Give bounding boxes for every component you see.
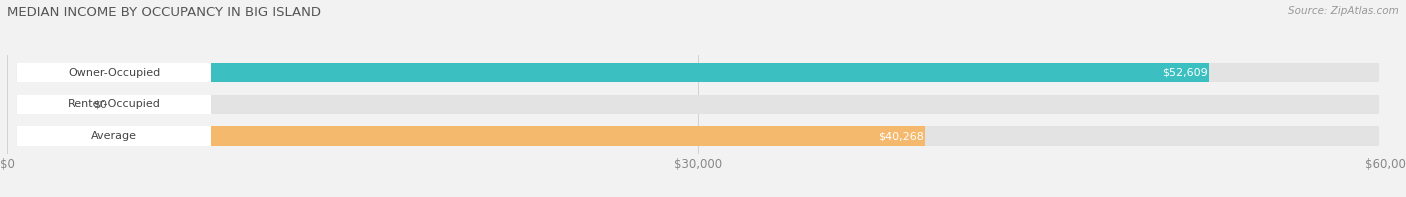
Text: $0: $0 bbox=[93, 99, 107, 109]
Text: Renter-Occupied: Renter-Occupied bbox=[67, 99, 160, 109]
Bar bbox=[17, 95, 1379, 114]
Bar bbox=[17, 126, 1379, 146]
Bar bbox=[17, 95, 211, 114]
Text: MEDIAN INCOME BY OCCUPANCY IN BIG ISLAND: MEDIAN INCOME BY OCCUPANCY IN BIG ISLAND bbox=[7, 6, 321, 19]
Bar bbox=[17, 126, 211, 146]
Bar bbox=[17, 126, 925, 146]
Text: $52,609: $52,609 bbox=[1163, 68, 1208, 78]
Bar bbox=[17, 63, 1379, 83]
Bar bbox=[17, 63, 211, 83]
Bar bbox=[17, 95, 73, 114]
Bar bbox=[17, 63, 1209, 83]
Text: Source: ZipAtlas.com: Source: ZipAtlas.com bbox=[1288, 6, 1399, 16]
Text: Owner-Occupied: Owner-Occupied bbox=[67, 68, 160, 78]
Text: $40,268: $40,268 bbox=[877, 131, 924, 141]
Text: Average: Average bbox=[91, 131, 138, 141]
